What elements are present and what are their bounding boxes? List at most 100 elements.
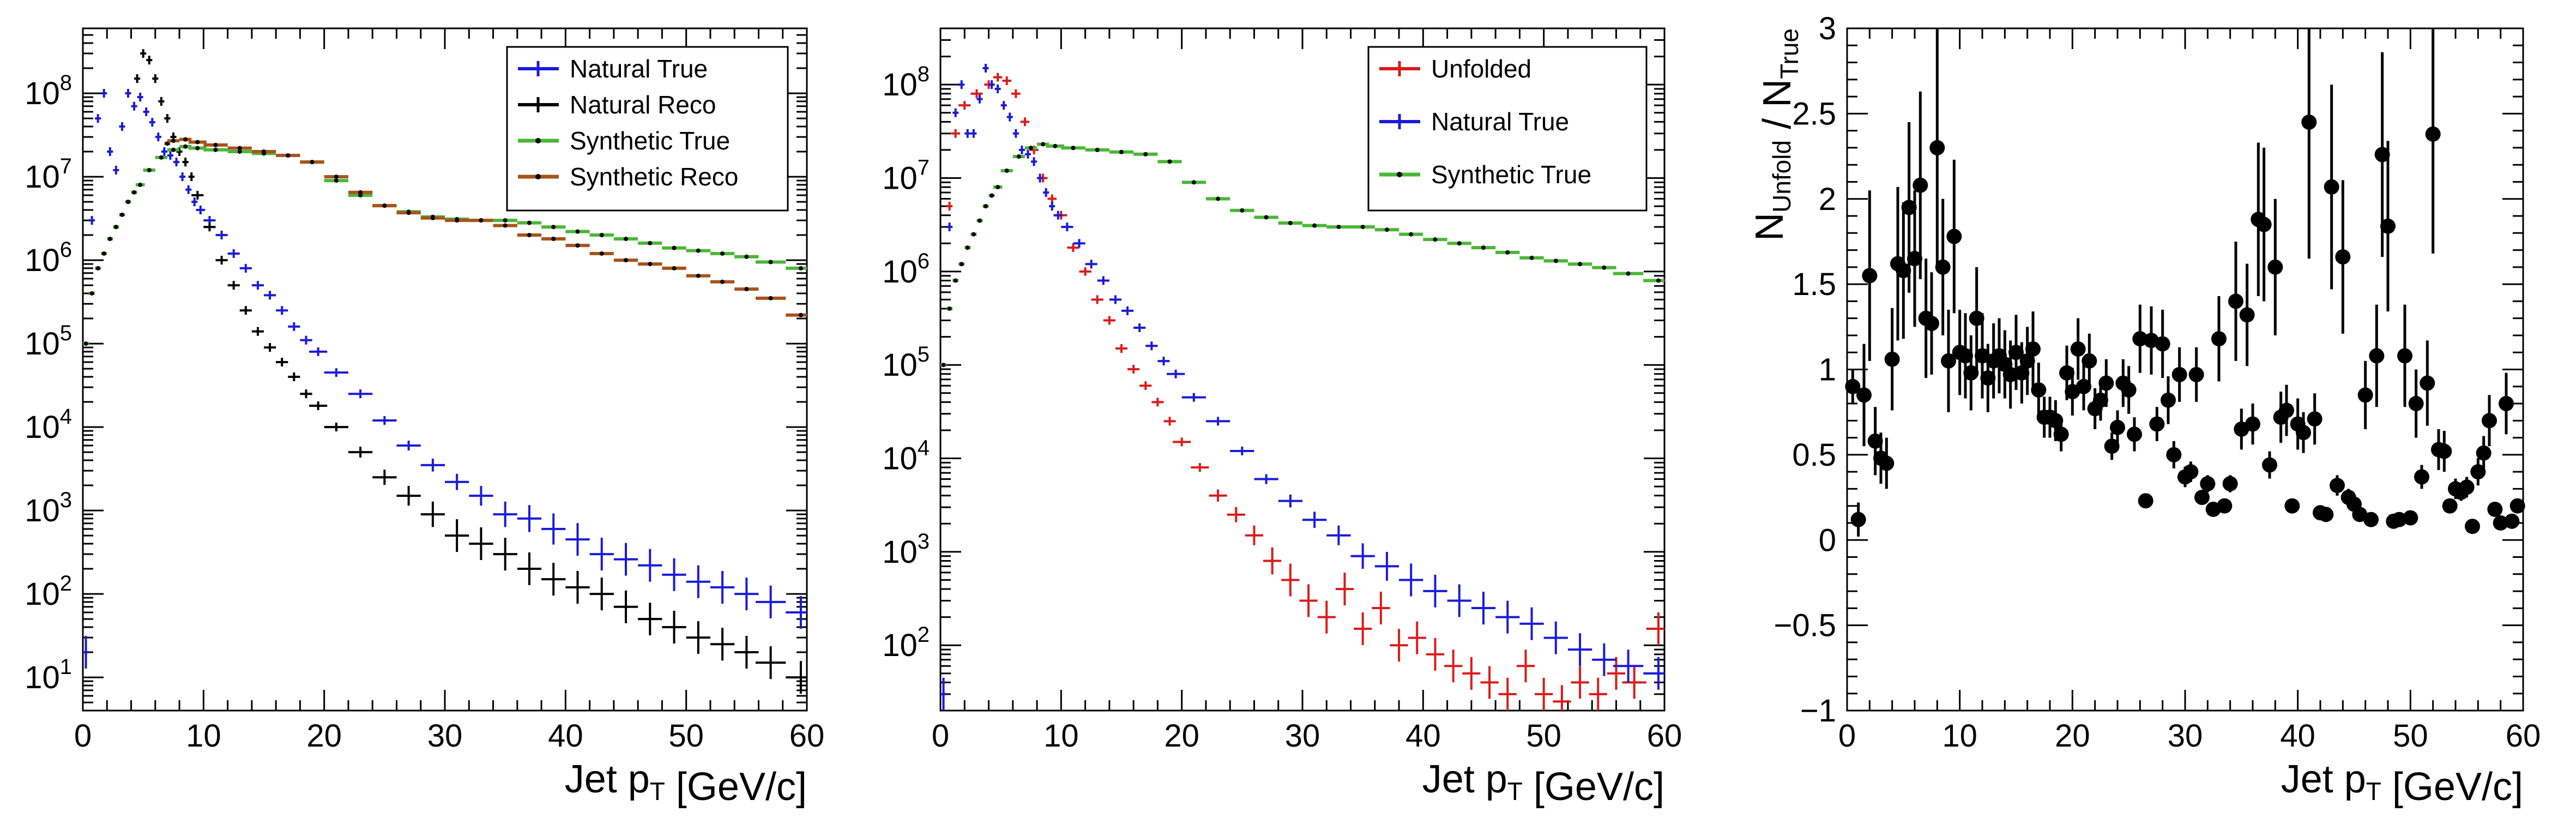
data-point [2262,457,2277,473]
data-point [2380,218,2396,234]
legend-label: Synthetic True [570,127,730,155]
data-point-marker [358,190,363,195]
data-point-marker [213,142,218,147]
data-point-marker [527,233,532,238]
data-point-marker [1029,146,1033,151]
data-point [2470,464,2486,480]
data-point-marker [1119,149,1124,154]
data-point-marker [159,155,164,160]
data-point [2487,501,2503,517]
data-point-marker [286,153,291,158]
legend-label: Synthetic Reco [570,163,738,191]
data-point-marker [990,193,994,198]
y-tick-label: −0.5 [1774,608,1837,643]
data-point-marker [624,258,628,263]
data-point [2267,259,2283,275]
data-point [2245,416,2260,432]
data-point-marker [1095,147,1100,152]
data-point [2048,413,2064,429]
data-point-marker [977,218,982,223]
data-point-marker [1004,168,1009,173]
data-point-marker [984,204,988,209]
data-point [1969,310,1984,326]
data-point [2098,375,2114,391]
y-tick-label: 2 [1819,182,1836,217]
data-point [2414,469,2429,485]
data-point-marker [237,146,242,151]
data-point-marker [83,341,88,346]
data-point-marker [1071,146,1076,151]
x-axis-title: Jet pT [GeV/c] [565,757,807,809]
y-tick-label: 0 [1819,522,1836,558]
data-point-marker [1167,159,1172,164]
data-point-marker [1578,262,1583,267]
x-tick-label: 60 [2506,718,2541,754]
series-1 [83,89,807,669]
data-point-marker [599,251,604,256]
series-1 [1845,28,2525,537]
x-tick-label: 20 [306,718,342,754]
data-point-marker [1481,245,1486,250]
legend-box [506,46,789,212]
y-tick-label: 102 [25,572,72,612]
data-point [2149,416,2165,432]
data-point-marker [672,266,677,270]
data-point [2217,498,2233,514]
data-point-marker [1240,208,1245,213]
x-tick-label: 40 [1405,718,1441,754]
y-tick-label: 106 [25,238,72,278]
data-point-marker [132,190,137,195]
data-point-marker [768,296,773,300]
data-point [2239,307,2255,323]
x-axis-title: Jet pT [GeV/c] [2281,757,2523,809]
y-tick-label: 107 [882,156,930,196]
data-point-marker [195,146,200,151]
data-point-marker [119,212,124,217]
data-point [1980,370,1996,386]
data-point-marker [624,237,628,242]
data-point-marker [1264,215,1269,220]
data-point [1856,387,1872,403]
legend: Natural True Natural Reco Synthetic True Sy… [506,46,789,212]
data-point-marker [213,147,218,152]
data-point-marker [183,137,188,142]
data-point-marker [696,273,701,278]
data-point [2301,115,2317,130]
data-point [1907,251,1922,267]
data-point [2509,498,2525,514]
data-point [1896,263,1911,279]
x-tick-label: 10 [1942,718,1977,754]
legend-marker [1397,172,1402,177]
data-point [2002,366,2018,382]
data-point [1924,316,1939,332]
x-tick-label: 0 [1838,718,1856,754]
data-point [2391,512,2407,527]
data-point [2324,179,2339,195]
data-point-marker [575,243,580,248]
data-point [2397,348,2412,364]
x-axis-title: Jet pT [GeV/c] [1422,757,1664,809]
data-point [2008,345,2024,360]
data-point-marker [138,182,143,187]
data-point [2019,353,2035,369]
data-point-marker [165,141,170,146]
data-point [2200,476,2216,492]
data-point-marker [971,232,976,237]
data-point [2053,426,2069,442]
legend-label: Natural True [1431,107,1569,136]
data-point-marker [1288,221,1293,226]
x-tick-label: 40 [548,718,583,754]
data-point-marker [1336,225,1341,230]
data-point-marker [195,140,200,145]
data-point [2420,375,2435,391]
data-point [2499,396,2514,412]
data-point [2138,493,2153,509]
x-tick-label: 50 [1526,718,1561,754]
y-tick-label: −1 [1800,693,1836,729]
data-point [2357,387,2373,403]
data-point-marker [503,218,508,223]
data-point-marker [1409,232,1414,237]
data-point [2476,445,2491,461]
y-tick-label: 107 [25,154,72,195]
